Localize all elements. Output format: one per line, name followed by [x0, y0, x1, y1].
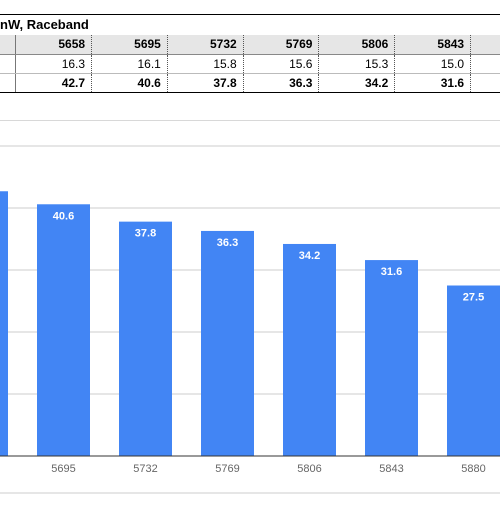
row-stub-cell[interactable] — [0, 73, 17, 93]
header-cell[interactable]: 5695 — [91, 35, 168, 55]
table-cell[interactable]: 15.6 — [243, 54, 320, 74]
bar-value-label: 40.6 — [53, 210, 74, 222]
bar[interactable] — [365, 260, 418, 456]
table-cell[interactable]: 16.1 — [91, 54, 168, 74]
bar[interactable] — [283, 243, 336, 456]
table-cell[interactable]: 37.8 — [167, 73, 244, 93]
x-tick-label: 5732 — [133, 463, 157, 475]
header-cell[interactable]: 5658 — [15, 35, 93, 55]
table-cell[interactable]: 42.7 — [15, 73, 93, 93]
bar-value-label: 37.8 — [135, 228, 156, 240]
table-row: 16.3 16.1 15.8 15.6 15.3 15.0 — [0, 54, 500, 74]
table-cell[interactable]: 31.6 — [394, 73, 472, 93]
bar-value-label: 27.5 — [463, 292, 484, 304]
x-tick-label: 5695 — [51, 463, 75, 475]
table-cell[interactable]: 40.6 — [91, 73, 168, 93]
table-header-row: 5658 5695 5732 5769 5806 5843 — [0, 35, 500, 55]
table-title: nW, Raceband — [0, 14, 500, 36]
table-row: 42.7 40.6 37.8 36.3 34.2 31.6 — [0, 73, 500, 93]
table-cell[interactable]: 15.3 — [318, 54, 396, 74]
bar-value-label: 34.2 — [299, 250, 320, 262]
table-cell[interactable]: 15.8 — [167, 54, 244, 74]
bar-value-label: 31.6 — [381, 266, 402, 278]
x-tick-label: 5806 — [297, 463, 321, 475]
bar[interactable] — [447, 285, 500, 457]
bar[interactable] — [37, 204, 90, 456]
x-tick-label: 5843 — [379, 463, 403, 475]
bar[interactable] — [119, 221, 172, 456]
chart-area[interactable]: 40.6 5695 37.8 5732 36.3 5769 34.2 5806 31.6 5843… — [0, 120, 500, 495]
bar-chart[interactable]: 40.6 5695 37.8 5732 36.3 5769 34.2 5806 31.6 5843… — [0, 121, 500, 495]
row-stub-cell[interactable] — [0, 54, 17, 74]
x-tick-label: 5769 — [215, 463, 239, 475]
table-cell[interactable]: 36.3 — [243, 73, 320, 93]
header-cell[interactable]: 5769 — [243, 35, 320, 55]
tail-cell[interactable] — [470, 54, 500, 74]
header-tail-cell[interactable] — [470, 35, 500, 55]
header-cell[interactable]: 5843 — [394, 35, 472, 55]
data-table: 5658 5695 5732 5769 5806 5843 16.3 16.1 … — [0, 35, 500, 93]
table-cell[interactable]: 15.0 — [394, 54, 472, 74]
header-cell[interactable]: 5806 — [318, 35, 396, 55]
bar[interactable] — [0, 191, 8, 456]
bar[interactable] — [201, 230, 254, 456]
table-cell[interactable]: 16.3 — [15, 54, 93, 74]
header-stub-cell[interactable] — [0, 35, 17, 55]
bar-value-label: 36.3 — [217, 237, 238, 249]
header-cell[interactable]: 5732 — [167, 35, 244, 55]
x-tick-label: 5880 — [461, 463, 485, 475]
tail-cell[interactable] — [470, 73, 500, 93]
table-cell[interactable]: 34.2 — [318, 73, 396, 93]
